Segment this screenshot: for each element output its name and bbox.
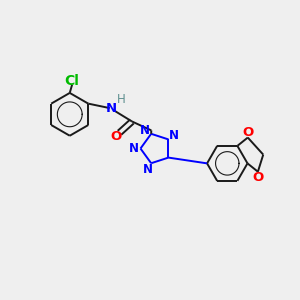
Text: Cl: Cl <box>65 74 80 88</box>
Text: N: N <box>169 129 179 142</box>
Text: O: O <box>110 130 122 143</box>
Text: N: N <box>143 163 153 176</box>
Text: N: N <box>106 102 117 115</box>
Text: O: O <box>252 170 263 184</box>
Text: N: N <box>129 142 139 155</box>
Text: O: O <box>242 126 254 139</box>
Text: H: H <box>117 93 125 106</box>
Text: N: N <box>140 124 150 137</box>
